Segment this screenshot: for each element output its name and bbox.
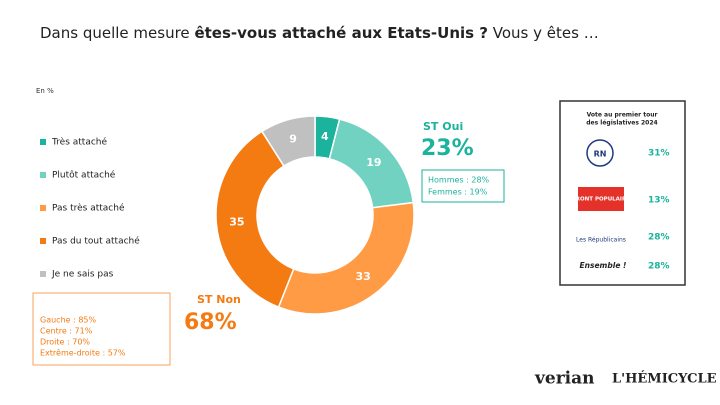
title-part: Vous y êtes … xyxy=(492,24,599,42)
panel-value: 28% xyxy=(648,262,670,272)
value-label: 9 xyxy=(289,133,297,146)
legend-label: Je ne sais pas xyxy=(51,270,114,280)
st-non-label: ST Non xyxy=(197,293,241,306)
unit-label: En % xyxy=(36,87,54,95)
panel-logo: Les Républicains xyxy=(576,237,626,244)
st-oui-detail: Hommes : 28% xyxy=(428,176,490,185)
value-label: 4 xyxy=(321,130,329,143)
legend-label: Pas du tout attaché xyxy=(52,236,140,247)
title-part: Dans quelle mesure xyxy=(40,24,190,42)
legend-label: Très attaché xyxy=(51,137,108,148)
st-non-value: 68% xyxy=(184,310,237,335)
panel-box xyxy=(559,100,686,286)
st-non-box xyxy=(32,292,171,366)
st-oui-value: 23% xyxy=(421,136,474,161)
chart-title: Dans quelle mesure êtes-vous attaché aux… xyxy=(40,24,599,42)
st-oui-detail: Femmes : 19% xyxy=(428,188,488,197)
panel-logo: RN xyxy=(594,150,607,159)
legend-swatch xyxy=(40,139,46,145)
legend-swatch xyxy=(40,172,46,178)
donut-segment xyxy=(260,115,316,168)
title-part: êtes-vous attaché aux Etats-Unis ? xyxy=(194,24,488,42)
st-non-detail: Centre : 71% xyxy=(40,327,93,336)
logo-hemicycle: L'HÉMICYCLE xyxy=(612,371,717,387)
rn-logo xyxy=(586,139,614,167)
legend-label: Pas très attaché xyxy=(52,203,125,214)
nfp-logo xyxy=(578,187,624,211)
value-label: 35 xyxy=(229,215,244,228)
panel-logo: FRONT POPULAIRE xyxy=(572,197,630,203)
st-non-detail: Extrême-droite : 57% xyxy=(40,348,126,358)
st-oui-box xyxy=(421,169,505,203)
panel-value: 13% xyxy=(648,196,670,206)
legend-swatch xyxy=(40,205,46,211)
value-label: 19 xyxy=(366,156,381,169)
legend-label: Plutôt attaché xyxy=(52,170,116,181)
donut-segment xyxy=(215,130,295,309)
logo-verian: verian xyxy=(534,369,594,389)
value-label: 33 xyxy=(355,270,370,283)
st-non-detail: Gauche : 85% xyxy=(40,316,97,325)
st-non-detail: Droite : 70% xyxy=(40,338,90,347)
donut-segment xyxy=(277,201,415,315)
panel-title: des législatives 2024 xyxy=(586,120,657,127)
panel-value: 28% xyxy=(648,233,670,243)
legend-swatch xyxy=(40,271,46,277)
legend-swatch xyxy=(40,238,46,244)
st-oui-label: ST Oui xyxy=(423,120,463,133)
panel-logo: Ensemble ! xyxy=(580,261,627,270)
panel-title: Vote au premier tour xyxy=(587,112,658,119)
panel-value: 31% xyxy=(648,149,670,159)
